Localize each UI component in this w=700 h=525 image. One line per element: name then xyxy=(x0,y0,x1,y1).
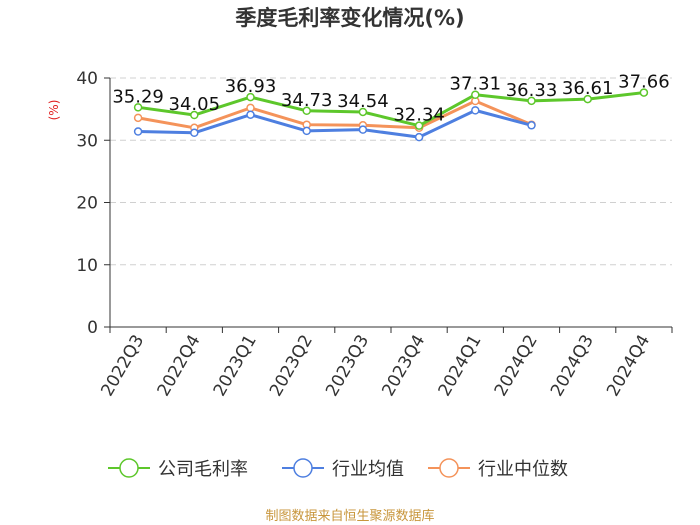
series-point xyxy=(639,88,649,97)
series-point xyxy=(471,106,480,115)
legend-marker xyxy=(119,458,139,478)
x-tick-label: 2023Q3 xyxy=(322,332,373,400)
data-label: 35.29 xyxy=(112,86,164,107)
data-label: 37.66 xyxy=(618,72,670,93)
y-tick-label: 30 xyxy=(76,131,98,151)
series-point xyxy=(527,96,536,106)
series-point xyxy=(302,126,311,136)
legend-label: 公司毛利率 xyxy=(158,459,248,480)
series-point xyxy=(302,106,311,116)
x-tick-label: 2023Q1 xyxy=(210,332,261,400)
x-tick-label: 2024Q4 xyxy=(603,332,654,400)
y-axis-label: (%) xyxy=(47,100,61,121)
series-point xyxy=(133,113,143,123)
series-point xyxy=(358,107,368,117)
legend-marker xyxy=(293,458,313,478)
data-label: 34.54 xyxy=(337,91,389,112)
series-point xyxy=(414,132,424,142)
data-label: 36.33 xyxy=(506,80,558,101)
series-point xyxy=(133,127,143,136)
series-point xyxy=(133,103,143,112)
x-tick-label: 2024Q2 xyxy=(491,332,542,400)
series-line xyxy=(138,108,532,139)
y-tick-label: 0 xyxy=(87,318,98,338)
series-point xyxy=(583,94,592,104)
series-point xyxy=(358,125,368,134)
x-tick-label: 2023Q2 xyxy=(266,332,317,400)
series-point xyxy=(471,90,480,99)
data-label: 34.73 xyxy=(281,90,333,111)
source-note: 制图数据来自恒生聚源数据库 xyxy=(265,509,435,524)
legend: 公司毛利率 行业均值 行业中位数 xyxy=(108,458,568,480)
series-line xyxy=(137,99,533,130)
series-point xyxy=(414,121,424,130)
x-tick-label: 2022Q4 xyxy=(154,332,205,400)
legend-marker xyxy=(439,458,459,478)
chart-title: 季度毛利率变化情况(%) xyxy=(235,6,465,30)
y-tick-label: 10 xyxy=(76,256,98,276)
legend-label: 行业均值 xyxy=(332,459,404,480)
series-point xyxy=(246,110,255,119)
series-point xyxy=(246,92,255,102)
data-label: 37.31 xyxy=(450,74,502,95)
series-point xyxy=(246,103,255,113)
x-tick-label: 2024Q1 xyxy=(435,332,486,400)
x-tick-label: 2024Q3 xyxy=(547,332,598,400)
series-line xyxy=(137,91,645,128)
y-tick-label: 20 xyxy=(76,194,98,214)
grid-lines xyxy=(110,77,672,266)
y-tick-label: 40 xyxy=(76,69,98,89)
series-point xyxy=(527,121,536,130)
data-label: 34.05 xyxy=(169,94,221,115)
data-label: 32.34 xyxy=(393,105,445,126)
series xyxy=(133,88,649,142)
series-point xyxy=(190,110,199,120)
x-tick-label: 2023Q4 xyxy=(378,332,429,400)
series-point xyxy=(190,128,199,138)
legend-label: 行业中位数 xyxy=(478,459,568,480)
x-tick-label: 2022Q3 xyxy=(97,332,148,400)
data-label: 36.93 xyxy=(225,76,277,97)
data-label: 36.61 xyxy=(562,78,614,99)
